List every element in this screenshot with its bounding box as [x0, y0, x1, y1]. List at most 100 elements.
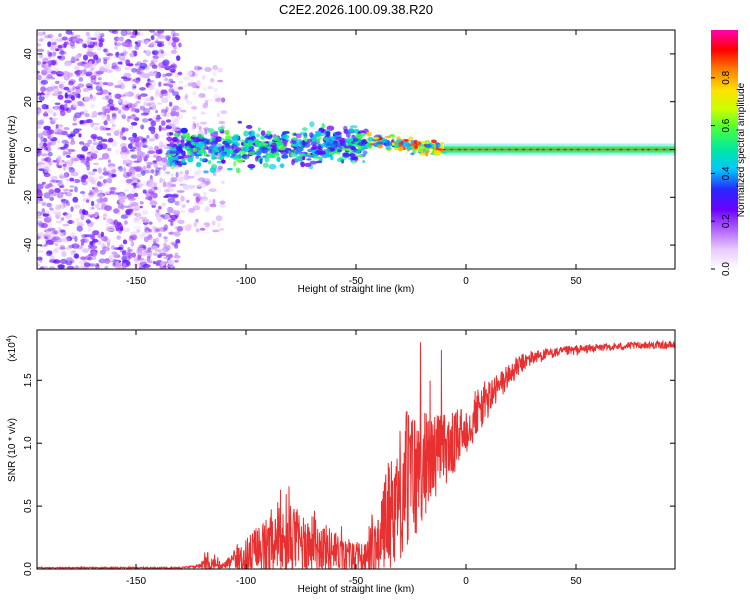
spectrogram-blob [142, 218, 150, 224]
spectrogram-blob [97, 167, 102, 174]
carrier-peak [536, 148, 540, 151]
spectrogram-blob [158, 125, 162, 132]
spectrogram-blob [282, 139, 288, 145]
spectrogram-blob [176, 55, 181, 61]
spectrogram-blob [137, 141, 145, 146]
spectrogram-blob [76, 40, 80, 44]
x-tick-label: 0 [463, 576, 469, 587]
spectrogram-blob [51, 119, 57, 123]
spectrogram-blob [108, 172, 115, 179]
spectrogram-blob [48, 266, 56, 269]
spectrogram-blob [64, 212, 73, 219]
spectrogram-blob [137, 252, 144, 256]
spectrogram-blob [41, 103, 48, 110]
spectrogram-blob [91, 213, 96, 218]
x-tick-label: -50 [349, 576, 364, 587]
spectrogram-xlabel: Height of straight line (km) [298, 284, 415, 295]
spectrogram-blob [97, 242, 105, 245]
spectrogram-blob [362, 160, 366, 163]
spectrogram-blob [279, 163, 285, 168]
colorbar-tick-label: 0.4 [721, 166, 732, 180]
spectrogram-blob [177, 176, 184, 183]
spectrogram-blob [385, 144, 392, 151]
carrier-peak [647, 148, 651, 151]
spectrogram-blob [117, 203, 123, 209]
spectrogram-blob [47, 60, 55, 66]
spectrogram-blob [199, 182, 207, 188]
spectrogram-blob [74, 86, 80, 90]
spectrogram-blob [52, 112, 57, 117]
spectrogram-blob [142, 144, 148, 149]
spectrogram-blob [150, 35, 155, 41]
spectrogram-blob [241, 154, 248, 159]
spectrogram-blob [176, 226, 184, 232]
spectrogram-blob [86, 164, 90, 171]
spectrogram-blob [94, 41, 100, 47]
spectrogram-blob [75, 87, 82, 94]
spectrogram-blob [217, 79, 224, 83]
spectrogram-blob [144, 250, 152, 253]
spectrogram-blob [207, 99, 214, 102]
spectrogram-blob [42, 142, 47, 147]
spectrogram-blob [116, 129, 122, 133]
spectrogram-blob [210, 132, 219, 137]
spectrogram-blob [77, 83, 85, 88]
spectrogram-blob [306, 158, 312, 161]
spectrogram-blob [88, 122, 93, 127]
spectrogram-blob [155, 209, 160, 213]
spectrogram-blob [419, 152, 427, 156]
spectrogram-blob [216, 222, 221, 228]
spectrogram-blob [47, 53, 53, 58]
spectrogram-blob [85, 161, 91, 167]
spectrogram-blob [53, 87, 60, 94]
spectrogram-blob [92, 230, 100, 236]
spectrogram-blob [168, 132, 174, 136]
spectrogram-blob [133, 51, 138, 57]
spectrogram-blob [139, 62, 148, 69]
spectrogram-blob [118, 167, 125, 172]
spectrogram-blob [94, 211, 99, 216]
spectrogram-blob [114, 66, 122, 72]
spectrogram-blob [325, 153, 331, 158]
spectrogram-blob [188, 207, 196, 213]
colorbar-label: Normalized spectral amplitude [736, 82, 747, 217]
spectrogram-blob [117, 197, 125, 204]
spectrogram-blob [220, 97, 226, 103]
spectrogram-blob [212, 64, 218, 71]
spectrogram-blob [161, 202, 167, 207]
spectrogram-blob [148, 228, 153, 233]
spectrogram-blob [64, 72, 69, 77]
spectrogram-blob [133, 166, 141, 172]
spectrogram-blob [170, 49, 177, 55]
spectrogram-blob [384, 135, 391, 139]
spectrogram-blob [47, 33, 54, 39]
spectrogram-blob [152, 252, 159, 256]
spectrogram-blob [143, 236, 149, 243]
spectrogram-blob [262, 162, 269, 168]
spectrogram-blob [98, 189, 103, 193]
spectrogram-blob [431, 139, 437, 144]
spectrogram-blob [168, 88, 175, 93]
spectrogram-blob [58, 50, 67, 55]
spectrogram-blob [159, 252, 167, 257]
spectrogram-blob [220, 138, 225, 141]
spectrogram-blob [202, 158, 206, 162]
spectrogram-blob [37, 74, 42, 81]
spectrogram-blob [203, 231, 210, 234]
spectrogram-blob [90, 134, 98, 139]
spectrogram-blob [39, 266, 45, 269]
spectrogram-blob [167, 181, 173, 187]
spectrogram-blob [196, 85, 200, 89]
spectrogram-blob [162, 73, 167, 78]
spectrogram-blob [113, 191, 117, 195]
spectrogram-blob [157, 30, 165, 34]
spectrogram-blob [78, 221, 84, 225]
spectrogram-blob [281, 154, 289, 159]
x-tick-label: -100 [236, 276, 256, 287]
spectrogram-blob [123, 205, 131, 208]
spectrogram-blob [170, 177, 178, 182]
spectrogram-blob [104, 205, 112, 212]
spectrogram-blob [50, 137, 58, 142]
spectrogram-blob [155, 116, 162, 120]
